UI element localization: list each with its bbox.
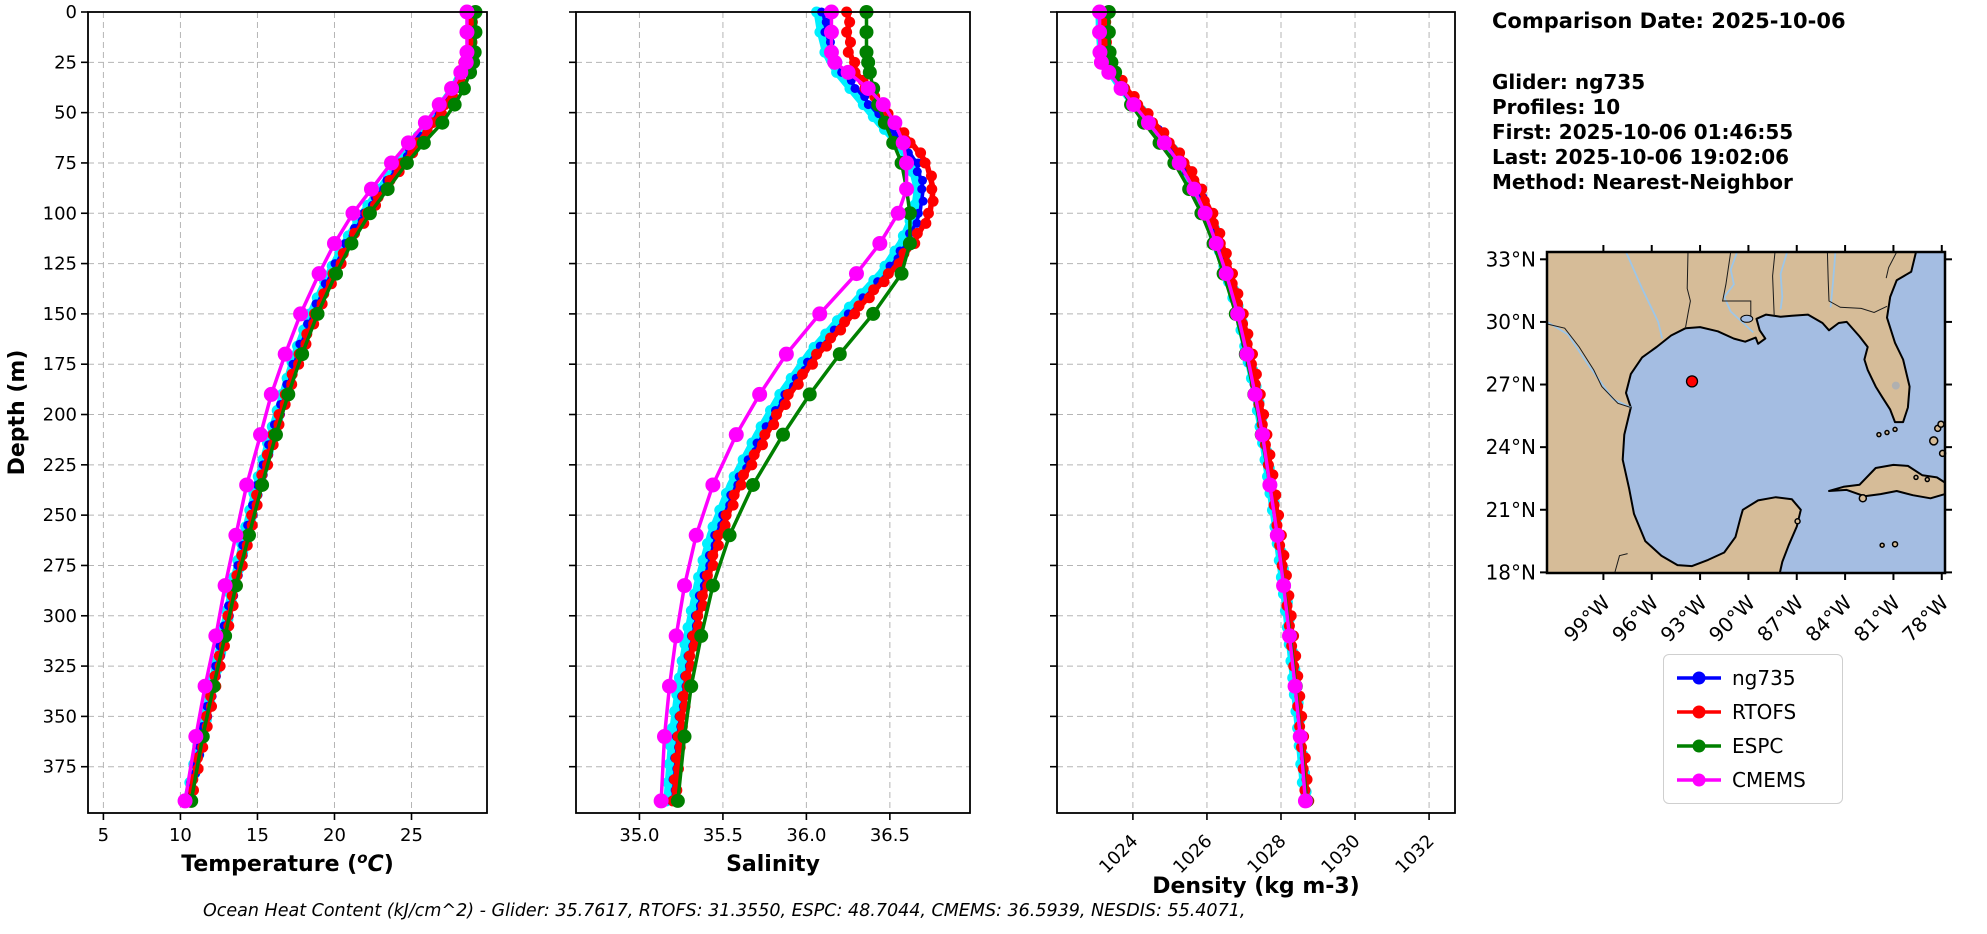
y-tick-label: 225: [43, 455, 77, 476]
map-rivers: [1546, 251, 1837, 409]
map-frame: [1545, 250, 1947, 575]
y-tick-label: 200: [43, 405, 77, 426]
map-island: [1858, 494, 1868, 503]
map-lon-label: 87°W: [1752, 590, 1808, 646]
legend-line-sample: [1677, 705, 1721, 719]
x-tick-label: 15: [246, 825, 269, 846]
x-tick-label: 10: [169, 825, 192, 846]
map-island: [1928, 436, 1939, 446]
x-tick-label: 36.0: [786, 825, 826, 846]
y-tick-label: 50: [54, 103, 77, 124]
map-lat-label: 21°N: [1486, 498, 1536, 522]
map-lat-label: 33°N: [1486, 247, 1536, 271]
x-tick-label: 36.5: [870, 825, 910, 846]
map-lat-label: 18°N: [1486, 560, 1536, 584]
map-lon-label: 96°W: [1607, 590, 1663, 646]
legend-line-sample: [1677, 739, 1721, 753]
map-island: [1876, 431, 1882, 438]
x-tick-label: 35.0: [619, 825, 659, 846]
y-tick-label: 300: [43, 606, 77, 627]
legend-item-RTOFS: RTOFS: [1668, 695, 1838, 729]
map-island: [1924, 476, 1931, 483]
legend: ng735 RTOFS ESPC CMEMS: [1663, 654, 1843, 804]
map-island: [1884, 429, 1890, 436]
axis-ticks: [81, 11, 413, 820]
legend-item-ng735: ng735: [1668, 661, 1838, 695]
y-tick-label: 325: [43, 656, 77, 677]
map-lon-label: 90°W: [1704, 590, 1760, 646]
map-island: [1879, 542, 1885, 548]
ocean-heat-content-annotation: Ocean Heat Content (kJ/cm^2) - Glider: 3…: [203, 901, 1246, 921]
last-profile-time-text: Last: 2025-10-06 19:02:06: [1492, 145, 1790, 169]
map-lon-label: 93°W: [1656, 590, 1712, 646]
legend-label: RTOFS: [1732, 700, 1797, 724]
y-tick-label: 25: [54, 52, 77, 73]
map-ticks: [1540, 245, 1952, 580]
info-panel: Comparison Date: 2025-10-06 Glider: ng73…: [1492, 8, 1972, 195]
map-lon-label: 84°W: [1801, 590, 1857, 646]
y-tick-label: 100: [43, 203, 77, 224]
map-lake-pontchartrain: [1740, 314, 1754, 323]
y-tick-label: 150: [43, 304, 77, 325]
map-island: [1892, 426, 1898, 433]
chart-1: 35.0 35.5 36.0 36.5 Salinity: [569, 4, 971, 877]
series-CMEMS: [653, 4, 915, 809]
legend-item-ESPC: ESPC: [1668, 729, 1838, 763]
map-borders: [1546, 251, 1898, 574]
map-land-mainland: [1546, 251, 1917, 574]
axis-ticks: [569, 11, 891, 820]
x-tick-label: 20: [323, 825, 346, 846]
x-tick-label: 25: [400, 825, 423, 846]
grid: [88, 11, 487, 813]
y-tick-label: 0: [66, 2, 77, 23]
map-lat-label: 24°N: [1486, 435, 1536, 459]
legend-line-sample: [1677, 773, 1721, 787]
grid: [576, 11, 970, 813]
chart-0: 5 10 15 20 250255075100125150175200225250275…: [43, 2, 488, 877]
map-island: [1937, 420, 1945, 428]
y-tick-label: 75: [54, 153, 77, 174]
y-tick-label: 275: [43, 555, 77, 576]
x-tick-label: 5: [98, 825, 109, 846]
map-lon-label: 78°W: [1897, 590, 1953, 646]
profiles-count-text: Profiles: 10: [1492, 95, 1621, 119]
profile-charts-canvas: 5 10 15 20 250255075100125150175200225250275…: [5, 2, 1456, 899]
map-lon-label: 99°W: [1559, 590, 1615, 646]
series-CMEMS: [177, 4, 475, 809]
method-text: Method: Nearest-Neighbor: [1492, 170, 1793, 194]
map-lon-label: 81°W: [1849, 590, 1905, 646]
glider-location-marker: [1685, 375, 1699, 388]
map-island: [1913, 474, 1919, 481]
legend-line-sample: [1677, 671, 1721, 685]
glider-name-text: Glider: ng735: [1492, 70, 1646, 94]
x-tick-label: 35.5: [703, 825, 743, 846]
axis-ticks: [1050, 11, 1430, 820]
map-lake-okeechobee: [1891, 381, 1900, 390]
y-tick-label: 350: [43, 706, 77, 727]
map-lat-label: 30°N: [1486, 310, 1536, 334]
x-axis-title: Temperature (oC): [181, 849, 394, 877]
x-axis-title: Salinity: [726, 852, 820, 877]
y-tick-label: 375: [43, 757, 77, 778]
comparison-date-text: Comparison Date: 2025-10-06: [1492, 9, 1846, 33]
first-profile-time-text: First: 2025-10-06 01:46:55: [1492, 120, 1794, 144]
legend-label: ESPC: [1732, 734, 1784, 758]
legend-label: CMEMS: [1732, 768, 1806, 792]
map-lat-label: 27°N: [1486, 373, 1536, 397]
x-axis-title: Density (kg m-3): [1152, 874, 1360, 899]
legend-item-CMEMS: CMEMS: [1668, 763, 1838, 797]
y-axis-title: Depth (m): [5, 350, 30, 476]
y-tick-label: 125: [43, 254, 77, 275]
y-tick-label: 175: [43, 354, 77, 375]
legend-label: ng735: [1732, 666, 1796, 690]
map-island: [1794, 517, 1801, 525]
y-tick-label: 250: [43, 505, 77, 526]
map-island: [1891, 540, 1899, 548]
